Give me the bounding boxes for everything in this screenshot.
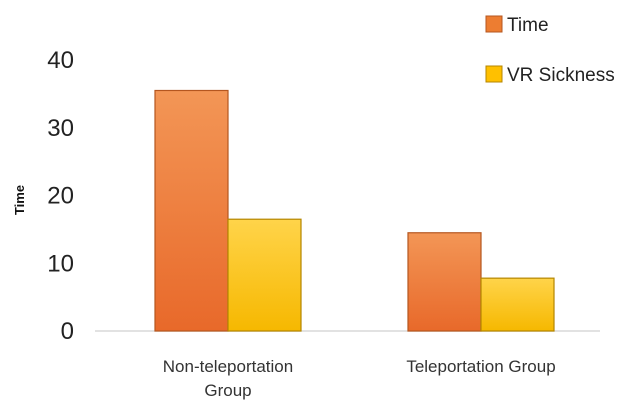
x-category-label: Non-teleportation Group [163, 357, 293, 400]
y-axis-title: Time [12, 185, 27, 215]
y-tick-label: 0 [61, 318, 74, 345]
legend-label: VR Sickness [507, 65, 615, 86]
bars [154, 89, 555, 332]
x-category-label: Teleportation Group [406, 357, 555, 376]
bar-time [407, 232, 482, 332]
y-tick-label: 40 [47, 47, 74, 74]
legend-swatch [485, 15, 503, 33]
y-tick-label: 20 [47, 183, 74, 210]
legend-label: Time [507, 15, 549, 36]
bar-time [154, 89, 229, 332]
y-axis-ticks: 0 10 20 30 40 [47, 47, 74, 345]
legend: Time VR Sickness [485, 15, 615, 86]
y-tick-label: 30 [47, 115, 74, 142]
bar-vr-sickness [227, 218, 302, 332]
x-axis-category-labels: Non-teleportation Group Teleportation Grou… [163, 357, 556, 400]
y-tick-label: 10 [47, 250, 74, 277]
legend-swatch [485, 65, 503, 83]
bar-vr-sickness [480, 277, 555, 332]
